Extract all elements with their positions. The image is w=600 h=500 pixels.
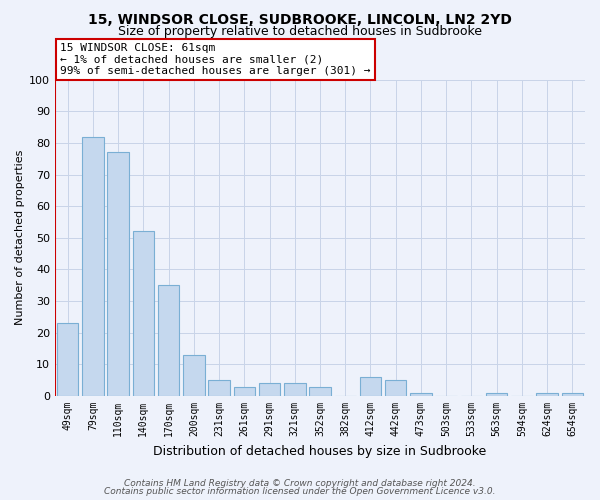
Text: Contains HM Land Registry data © Crown copyright and database right 2024.: Contains HM Land Registry data © Crown c…: [124, 478, 476, 488]
Bar: [410, 393, 431, 396]
Bar: [158, 286, 179, 396]
Bar: [107, 152, 129, 396]
Text: Size of property relative to detached houses in Sudbrooke: Size of property relative to detached ho…: [118, 25, 482, 38]
X-axis label: Distribution of detached houses by size in Sudbrooke: Distribution of detached houses by size …: [154, 444, 487, 458]
Bar: [562, 393, 583, 396]
Bar: [360, 377, 381, 396]
Bar: [183, 355, 205, 396]
Text: Contains public sector information licensed under the Open Government Licence v3: Contains public sector information licen…: [104, 488, 496, 496]
Bar: [82, 136, 104, 396]
Bar: [208, 380, 230, 396]
Bar: [133, 232, 154, 396]
Bar: [486, 393, 508, 396]
Bar: [233, 386, 255, 396]
Bar: [57, 324, 79, 396]
Bar: [536, 393, 558, 396]
Bar: [284, 384, 305, 396]
Bar: [385, 380, 406, 396]
Y-axis label: Number of detached properties: Number of detached properties: [15, 150, 25, 326]
Bar: [259, 384, 280, 396]
Bar: [309, 386, 331, 396]
Text: 15, WINDSOR CLOSE, SUDBROOKE, LINCOLN, LN2 2YD: 15, WINDSOR CLOSE, SUDBROOKE, LINCOLN, L…: [88, 12, 512, 26]
Text: 15 WINDSOR CLOSE: 61sqm
← 1% of detached houses are smaller (2)
99% of semi-deta: 15 WINDSOR CLOSE: 61sqm ← 1% of detached…: [61, 43, 371, 76]
